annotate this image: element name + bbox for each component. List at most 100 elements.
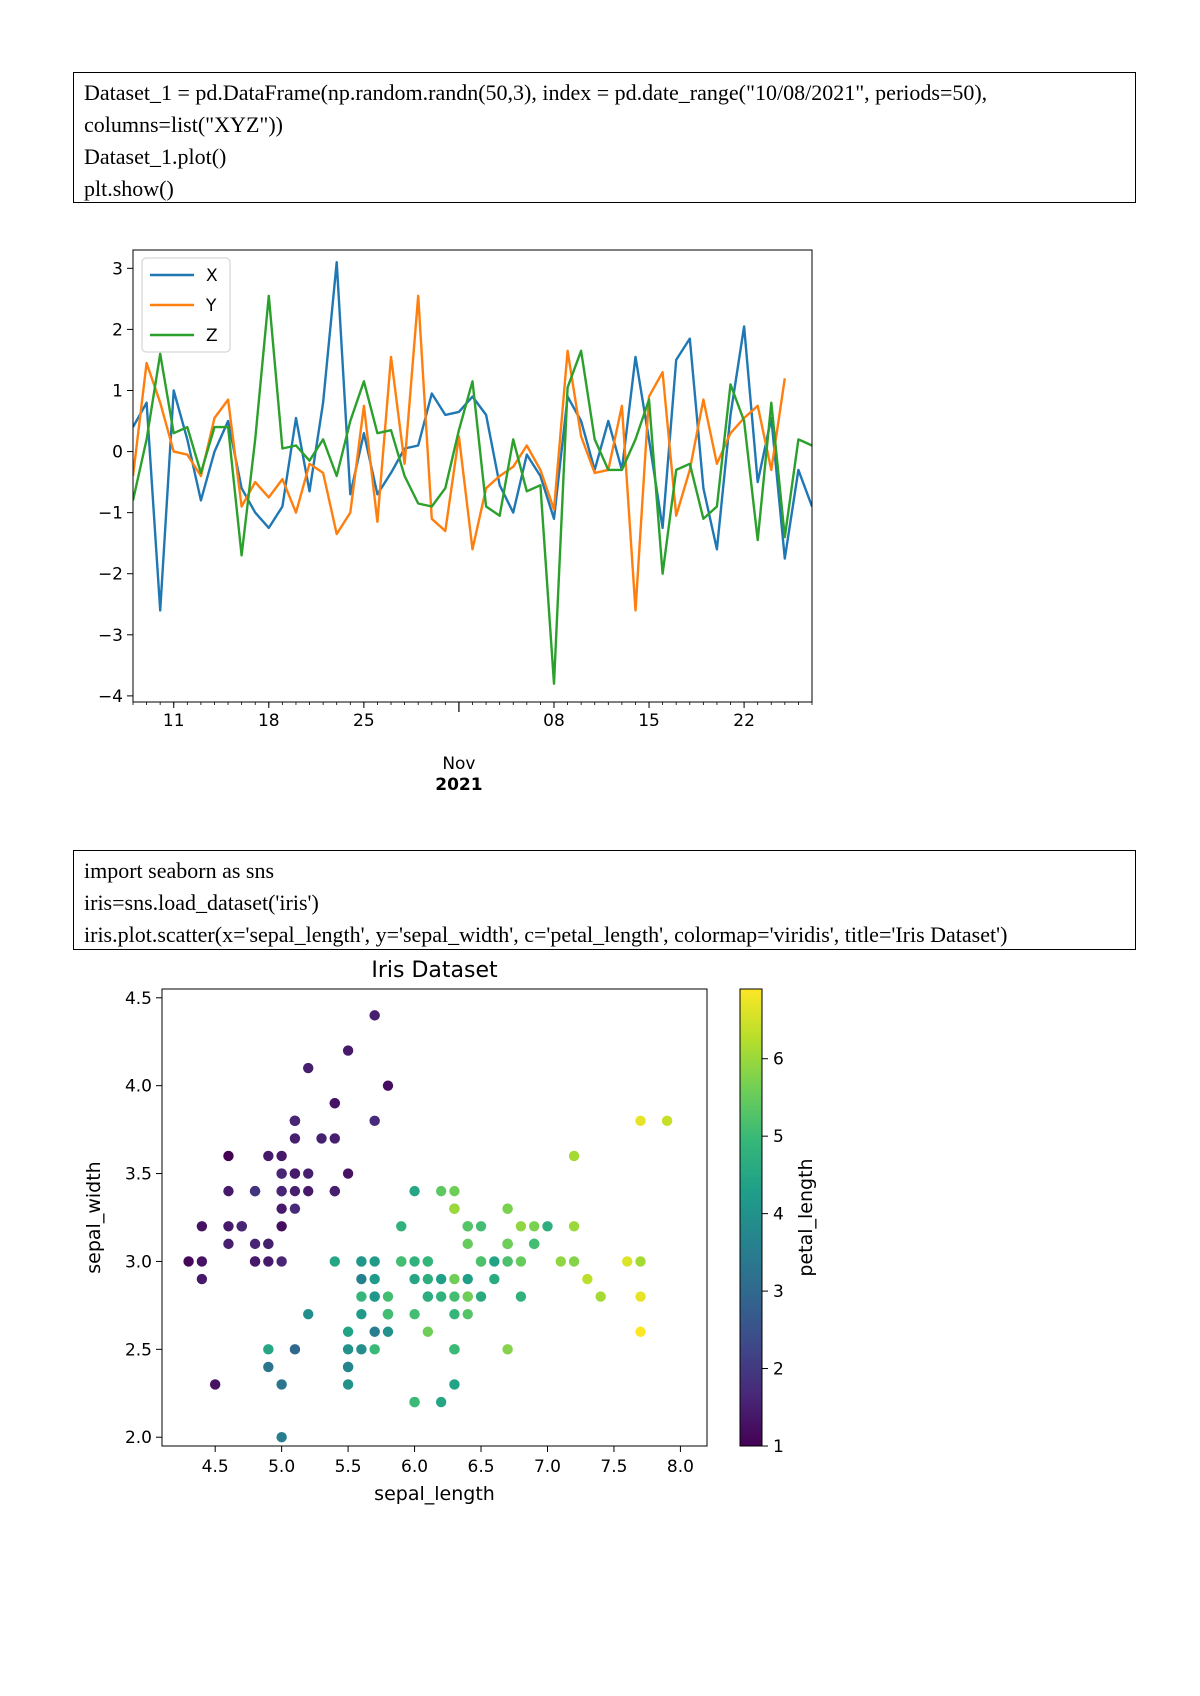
y-tick-label: −4 bbox=[98, 687, 123, 707]
legend-label: X bbox=[206, 266, 218, 286]
scatter-point bbox=[276, 1379, 287, 1390]
scatter-point bbox=[329, 1133, 341, 1144]
scatter-point bbox=[635, 1115, 646, 1127]
scatter-point bbox=[289, 1185, 301, 1197]
scatter-point bbox=[342, 1045, 354, 1056]
scatter-point bbox=[276, 1185, 287, 1197]
code-line: columns=list("XYZ")) bbox=[84, 112, 284, 137]
scatter-point bbox=[329, 1185, 341, 1197]
scatter-point bbox=[422, 1326, 434, 1337]
legend-label: Z bbox=[206, 326, 218, 346]
x-tick-label: 5.0 bbox=[268, 1457, 295, 1477]
scatter-point bbox=[409, 1396, 420, 1408]
scatter-point bbox=[356, 1344, 367, 1355]
scatter-point bbox=[449, 1203, 460, 1214]
scatter-point bbox=[356, 1291, 367, 1302]
scatter-point bbox=[289, 1203, 301, 1214]
scatter-point bbox=[276, 1168, 287, 1179]
x-tick-label: 5.5 bbox=[335, 1457, 362, 1477]
scatter-point bbox=[342, 1379, 354, 1390]
scatter-point bbox=[409, 1308, 420, 1320]
scatter-point bbox=[555, 1256, 566, 1267]
scatter-point bbox=[449, 1344, 460, 1355]
scatter-point bbox=[276, 1432, 287, 1443]
scatter-point bbox=[462, 1273, 473, 1285]
scatter-point bbox=[661, 1115, 673, 1127]
scatter-point bbox=[223, 1185, 234, 1197]
scatter-point bbox=[276, 1221, 287, 1232]
scatter-point bbox=[196, 1273, 208, 1285]
y-tick-label: 4.0 bbox=[125, 1077, 152, 1097]
scatter-point bbox=[342, 1361, 354, 1373]
scatter-point bbox=[303, 1185, 314, 1197]
scatter-point bbox=[369, 1273, 380, 1285]
scatter-point bbox=[356, 1256, 367, 1267]
scatter-point bbox=[303, 1168, 314, 1179]
scatter-point bbox=[502, 1203, 513, 1214]
scatter-point bbox=[249, 1238, 261, 1250]
scatter-point bbox=[515, 1256, 527, 1267]
series-line-Y bbox=[133, 294, 786, 612]
scatter-point bbox=[409, 1185, 420, 1197]
scatter-point bbox=[276, 1150, 287, 1162]
x-tick-label: 11 bbox=[163, 711, 185, 731]
scatter-point bbox=[263, 1238, 274, 1250]
scatter-point bbox=[276, 1256, 287, 1267]
scatter-point bbox=[568, 1256, 580, 1267]
colorbar-tick-label: 4 bbox=[773, 1205, 784, 1225]
colorbar-tick-label: 5 bbox=[773, 1127, 784, 1147]
legend-label: Y bbox=[205, 296, 217, 316]
scatter-point bbox=[396, 1221, 407, 1232]
scatter-point bbox=[435, 1396, 447, 1408]
scatter-point bbox=[263, 1256, 274, 1267]
scatter-point bbox=[289, 1344, 301, 1355]
scatter-point bbox=[449, 1379, 460, 1390]
x-tick-label: 7.5 bbox=[600, 1457, 627, 1477]
scatter-point bbox=[435, 1291, 447, 1302]
scatter-point bbox=[489, 1273, 500, 1285]
colorbar-label: petal_length bbox=[795, 1158, 817, 1276]
code-block-2: import seaborn as sns iris=sns.load_datas… bbox=[73, 850, 1136, 950]
scatter-point bbox=[263, 1344, 274, 1355]
scatter-point bbox=[462, 1238, 473, 1250]
scatter-point bbox=[382, 1291, 394, 1302]
scatter-point bbox=[369, 1256, 380, 1267]
scatter-point bbox=[462, 1308, 473, 1320]
scatter-point bbox=[528, 1221, 540, 1232]
scatter-point bbox=[223, 1150, 234, 1162]
scatter-point bbox=[502, 1256, 513, 1267]
x-axis-label: sepal_length bbox=[374, 1483, 495, 1505]
scatter-point bbox=[263, 1150, 274, 1162]
x-tick-label: 18 bbox=[258, 711, 280, 731]
scatter-point bbox=[276, 1203, 287, 1214]
code-line: plt.show() bbox=[84, 176, 174, 201]
scatter-point bbox=[595, 1291, 606, 1302]
plot-frame bbox=[161, 988, 708, 1447]
code-line: iris=sns.load_dataset('iris') bbox=[84, 890, 319, 915]
scatter-point bbox=[369, 1010, 380, 1021]
code-block-1: Dataset_1 = pd.DataFrame(np.random.randn… bbox=[73, 72, 1136, 203]
scatter-point bbox=[449, 1308, 460, 1320]
y-tick-label: 2.5 bbox=[125, 1340, 152, 1360]
y-axis-label: sepal_width bbox=[83, 1161, 105, 1273]
scatter-point bbox=[342, 1344, 354, 1355]
y-tick-label: 1 bbox=[112, 381, 123, 401]
x-tick-label: 6.0 bbox=[401, 1457, 428, 1477]
scatter-point bbox=[449, 1273, 460, 1285]
y-tick-label: 2 bbox=[112, 320, 123, 340]
y-tick-label: 2.0 bbox=[125, 1428, 152, 1448]
scatter-point bbox=[635, 1291, 646, 1302]
colorbar-tick-label: 6 bbox=[773, 1050, 784, 1070]
x-tick-label: 6.5 bbox=[468, 1457, 495, 1477]
scatter-point bbox=[369, 1291, 380, 1302]
scatter-point bbox=[475, 1221, 487, 1232]
scatter-point bbox=[489, 1256, 500, 1267]
colorbar-tick-label: 3 bbox=[773, 1282, 784, 1302]
scatter-point bbox=[462, 1291, 473, 1302]
code-line: Dataset_1.plot() bbox=[84, 144, 227, 169]
x-tick-label: 08 bbox=[543, 711, 565, 731]
scatter-point bbox=[528, 1238, 540, 1250]
scatter-point bbox=[422, 1256, 434, 1267]
x-tick-label: 15 bbox=[638, 711, 660, 731]
